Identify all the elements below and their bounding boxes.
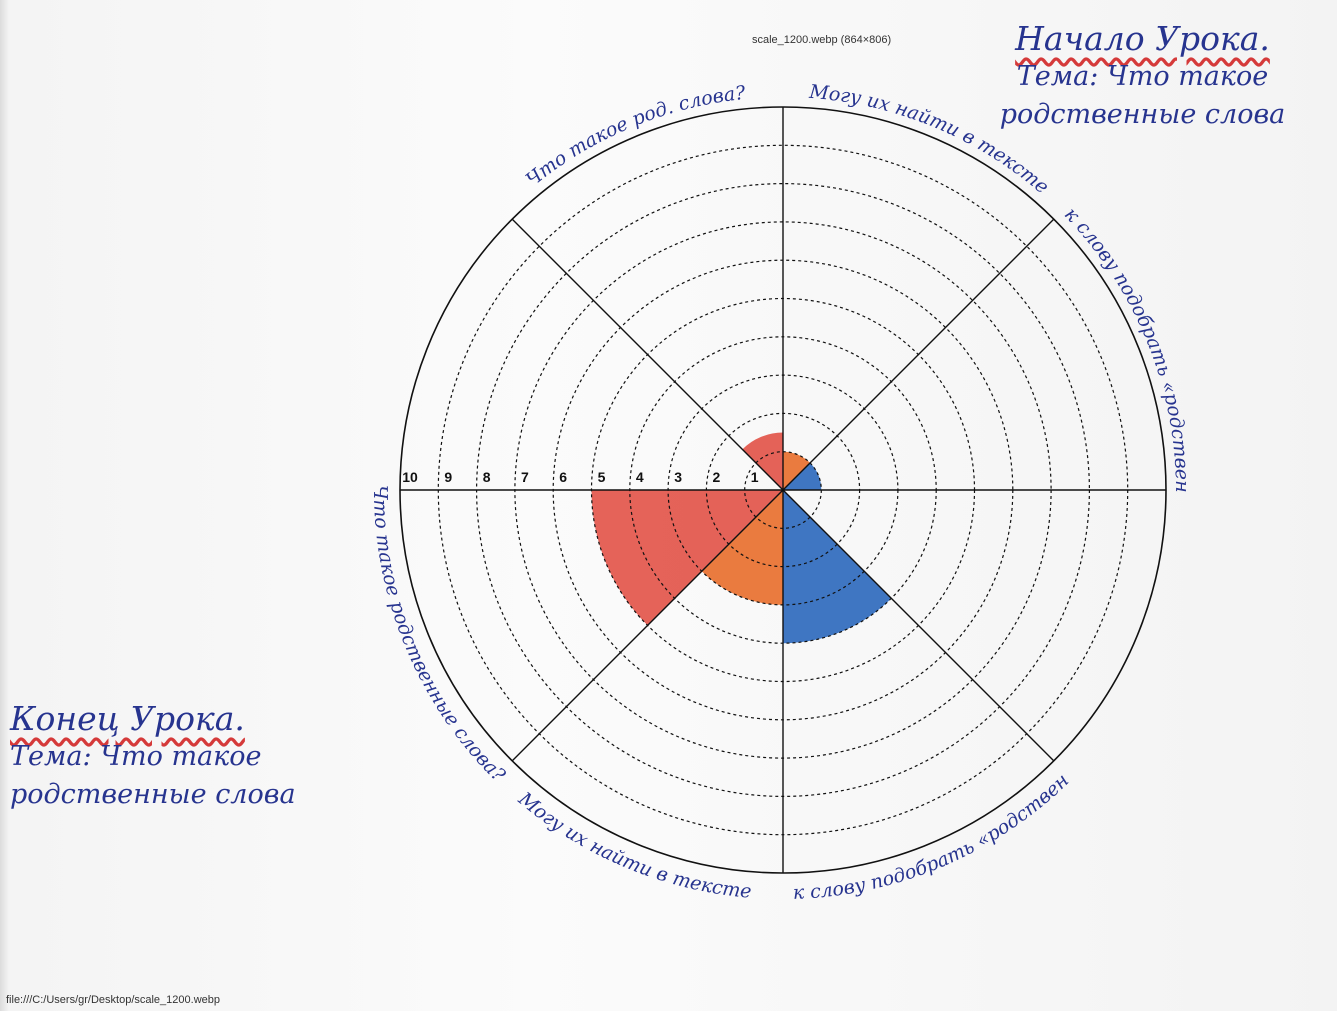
r-tick-label: 7 — [521, 469, 529, 485]
spoke — [782, 489, 1055, 762]
r-tick-label: 9 — [444, 469, 452, 485]
sector — [742, 432, 783, 490]
spoke — [511, 489, 784, 762]
file-path: file:///C:/Users/gr/Desktop/scale_1200.w… — [6, 994, 220, 1006]
sector-label: Могу их найти в тексте — [807, 81, 1053, 198]
sector — [783, 462, 822, 490]
sector — [701, 490, 783, 605]
spoke — [782, 218, 1055, 491]
end-note: Конец Урока. Тема: Что такое родственные… — [10, 700, 370, 814]
note-title: Конец Урока. — [10, 699, 245, 738]
sector — [783, 490, 892, 644]
sector-label: Что такое родственные слова? — [369, 485, 510, 787]
sector-label-path: Могу к слову подобрать «родственные» — [0, 0, 1073, 904]
r-tick-label: 5 — [598, 469, 606, 485]
sector — [783, 451, 811, 490]
sector-label-path: Могу их найти в тексте — [513, 787, 752, 902]
spoke — [511, 218, 784, 491]
r-tick-label: 2 — [713, 469, 721, 485]
sector-label-path: Могу их найти в тексте — [807, 81, 1053, 198]
image-info: scale_1200.webp (864×806) — [752, 34, 892, 46]
note-topic: Тема: Что такое родственные слова — [10, 741, 296, 810]
note-title: Начало Урока. — [1015, 19, 1270, 58]
sector — [591, 490, 783, 626]
note-topic: Тема: Что такое родственные слова — [999, 61, 1286, 130]
start-note: Начало Урока. Тема: Что такое родственны… — [950, 20, 1335, 134]
r-tick-label: 6 — [559, 469, 567, 485]
r-tick-label: 10 — [402, 469, 418, 485]
r-tick-label: 4 — [636, 469, 644, 485]
sector-label: Могу к слову подобрать «родственные» — [0, 0, 1073, 904]
sector-label: Могу их найти в тексте — [513, 787, 752, 902]
r-tick-label: 8 — [483, 469, 491, 485]
r-tick-label: 1 — [751, 469, 759, 485]
sector-label-path: Что такое родственные слова? — [369, 485, 510, 787]
r-tick-label: 3 — [674, 469, 682, 485]
